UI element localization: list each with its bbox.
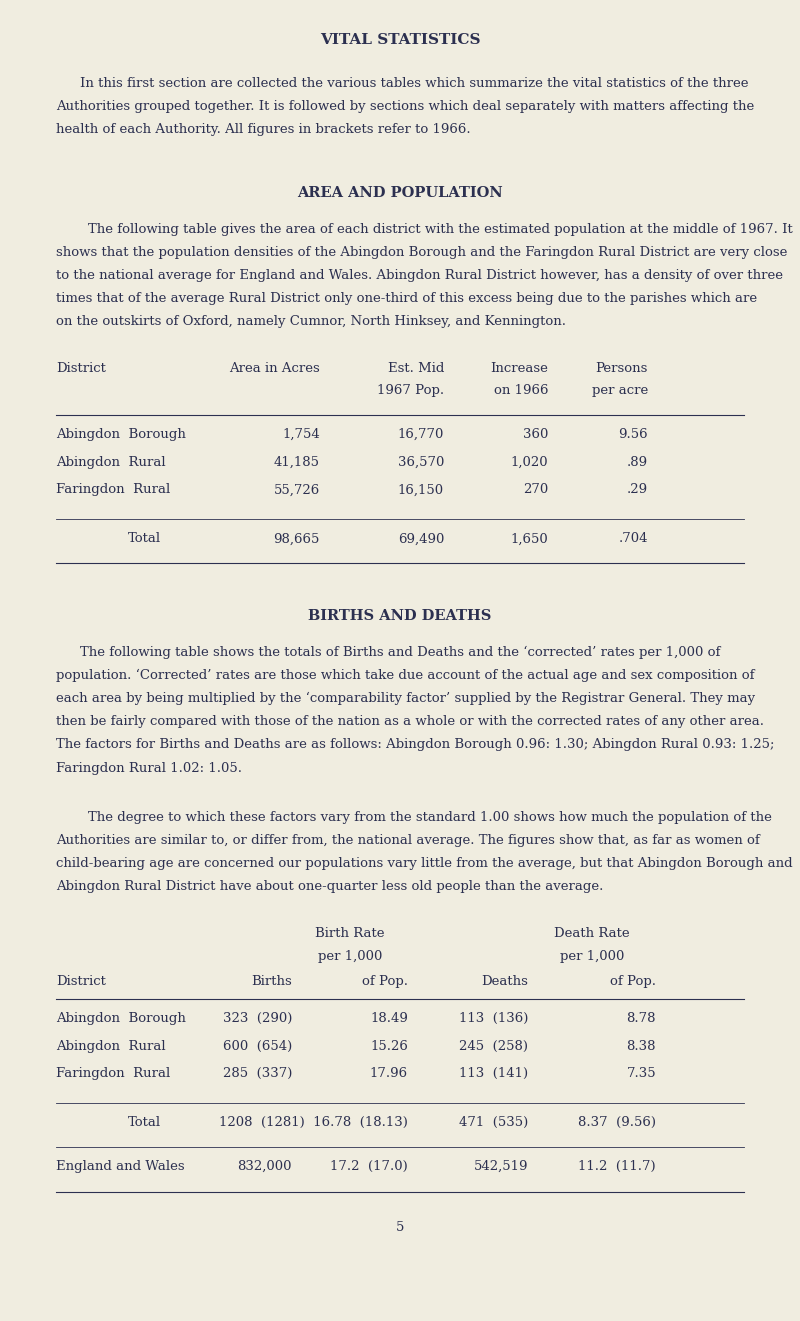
Text: child-bearing age are concerned our populations vary little from the average, bu: child-bearing age are concerned our popu… — [56, 857, 793, 871]
Text: Est. Mid: Est. Mid — [388, 362, 444, 375]
Text: 245  (258): 245 (258) — [459, 1040, 528, 1053]
Text: Persons: Persons — [596, 362, 648, 375]
Text: Increase: Increase — [490, 362, 548, 375]
Text: .29: .29 — [627, 483, 648, 497]
Text: on 1966: on 1966 — [494, 384, 548, 398]
Text: health of each Authority. All figures in brackets refer to 1966.: health of each Authority. All figures in… — [56, 123, 470, 136]
Text: Death Rate: Death Rate — [554, 927, 630, 941]
Text: District: District — [56, 362, 106, 375]
Text: 270: 270 — [522, 483, 548, 497]
Text: 1208  (1281)  16.78  (18.13): 1208 (1281) 16.78 (18.13) — [219, 1116, 408, 1129]
Text: Birth Rate: Birth Rate — [315, 927, 385, 941]
Text: BIRTHS AND DEATHS: BIRTHS AND DEATHS — [308, 609, 492, 624]
Text: 36,570: 36,570 — [398, 456, 444, 469]
Text: The following table shows the totals of Births and Deaths and the ‘corrected’ ra: The following table shows the totals of … — [80, 646, 720, 659]
Text: Authorities are similar to, or differ from, the national average. The figures sh: Authorities are similar to, or differ fr… — [56, 835, 760, 847]
Text: 360: 360 — [522, 428, 548, 441]
Text: 98,665: 98,665 — [274, 532, 320, 546]
Text: of Pop.: of Pop. — [610, 975, 656, 988]
Text: 18.49: 18.49 — [370, 1012, 408, 1025]
Text: 41,185: 41,185 — [274, 456, 320, 469]
Text: AREA AND POPULATION: AREA AND POPULATION — [297, 185, 503, 199]
Text: Abingdon  Borough: Abingdon Borough — [56, 428, 186, 441]
Text: 8.78: 8.78 — [626, 1012, 656, 1025]
Text: Faringdon  Rural: Faringdon Rural — [56, 483, 170, 497]
Text: 15.26: 15.26 — [370, 1040, 408, 1053]
Text: 1,020: 1,020 — [510, 456, 548, 469]
Text: 16,770: 16,770 — [398, 428, 444, 441]
Text: 1967 Pop.: 1967 Pop. — [377, 384, 444, 398]
Text: 542,519: 542,519 — [474, 1160, 528, 1173]
Text: 1,754: 1,754 — [282, 428, 320, 441]
Text: Abingdon Rural District have about one-quarter less old people than the average.: Abingdon Rural District have about one-q… — [56, 881, 603, 893]
Text: 9.56: 9.56 — [618, 428, 648, 441]
Text: 8.38: 8.38 — [626, 1040, 656, 1053]
Text: Total: Total — [128, 1116, 161, 1129]
Text: Faringdon Rural 1.02: 1.05.: Faringdon Rural 1.02: 1.05. — [56, 762, 242, 774]
Text: 832,000: 832,000 — [238, 1160, 292, 1173]
Text: 17.2  (17.0): 17.2 (17.0) — [330, 1160, 408, 1173]
Text: .704: .704 — [618, 532, 648, 546]
Text: Abingdon  Rural: Abingdon Rural — [56, 1040, 166, 1053]
Text: each area by being multiplied by the ‘comparability factor’ supplied by the Regi: each area by being multiplied by the ‘co… — [56, 692, 755, 705]
Text: Authorities grouped together. It is followed by sections which deal separately w: Authorities grouped together. It is foll… — [56, 100, 754, 112]
Text: Area in Acres: Area in Acres — [230, 362, 320, 375]
Text: Abingdon  Borough: Abingdon Borough — [56, 1012, 186, 1025]
Text: shows that the population densities of the Abingdon Borough and the Faringdon Ru: shows that the population densities of t… — [56, 246, 787, 259]
Text: 113  (136): 113 (136) — [458, 1012, 528, 1025]
Text: 16,150: 16,150 — [398, 483, 444, 497]
Text: to the national average for England and Wales. Abingdon Rural District however, : to the national average for England and … — [56, 269, 783, 281]
Text: then be fairly compared with those of the nation as a whole or with the correcte: then be fairly compared with those of th… — [56, 716, 764, 728]
Text: 8.37  (9.56): 8.37 (9.56) — [578, 1116, 656, 1129]
Text: 11.2  (11.7): 11.2 (11.7) — [578, 1160, 656, 1173]
Text: 5: 5 — [396, 1221, 404, 1234]
Text: per 1,000: per 1,000 — [560, 950, 624, 963]
Text: Abingdon  Rural: Abingdon Rural — [56, 456, 166, 469]
Text: The degree to which these factors vary from the standard 1.00 shows how much the: The degree to which these factors vary f… — [88, 811, 772, 824]
Text: 323  (290): 323 (290) — [222, 1012, 292, 1025]
Text: 7.35: 7.35 — [626, 1067, 656, 1081]
Text: England and Wales: England and Wales — [56, 1160, 185, 1173]
Text: 285  (337): 285 (337) — [222, 1067, 292, 1081]
Text: on the outskirts of Oxford, namely Cumnor, North Hinksey, and Kennington.: on the outskirts of Oxford, namely Cumno… — [56, 314, 566, 328]
Text: Faringdon  Rural: Faringdon Rural — [56, 1067, 170, 1081]
Text: 471  (535): 471 (535) — [458, 1116, 528, 1129]
Text: In this first section are collected the various tables which summarize the vital: In this first section are collected the … — [80, 77, 749, 90]
Text: of Pop.: of Pop. — [362, 975, 408, 988]
Text: VITAL STATISTICS: VITAL STATISTICS — [320, 33, 480, 48]
Text: per acre: per acre — [592, 384, 648, 398]
Text: per 1,000: per 1,000 — [318, 950, 382, 963]
Text: .89: .89 — [627, 456, 648, 469]
Text: population. ‘Corrected’ rates are those which take due account of the actual age: population. ‘Corrected’ rates are those … — [56, 668, 754, 683]
Text: Births: Births — [251, 975, 292, 988]
Text: 113  (141): 113 (141) — [459, 1067, 528, 1081]
Text: 600  (654): 600 (654) — [222, 1040, 292, 1053]
Text: 17.96: 17.96 — [370, 1067, 408, 1081]
Text: Deaths: Deaths — [481, 975, 528, 988]
Text: 55,726: 55,726 — [274, 483, 320, 497]
Text: District: District — [56, 975, 106, 988]
Text: times that of the average Rural District only one-third of this excess being due: times that of the average Rural District… — [56, 292, 757, 305]
Text: The factors for Births and Deaths are as follows: Abingdon Borough 0.96: 1.30; A: The factors for Births and Deaths are as… — [56, 738, 774, 752]
Text: The following table gives the area of each district with the estimated populatio: The following table gives the area of ea… — [88, 223, 793, 235]
Text: Total: Total — [128, 532, 161, 546]
Text: 69,490: 69,490 — [398, 532, 444, 546]
Text: 1,650: 1,650 — [510, 532, 548, 546]
